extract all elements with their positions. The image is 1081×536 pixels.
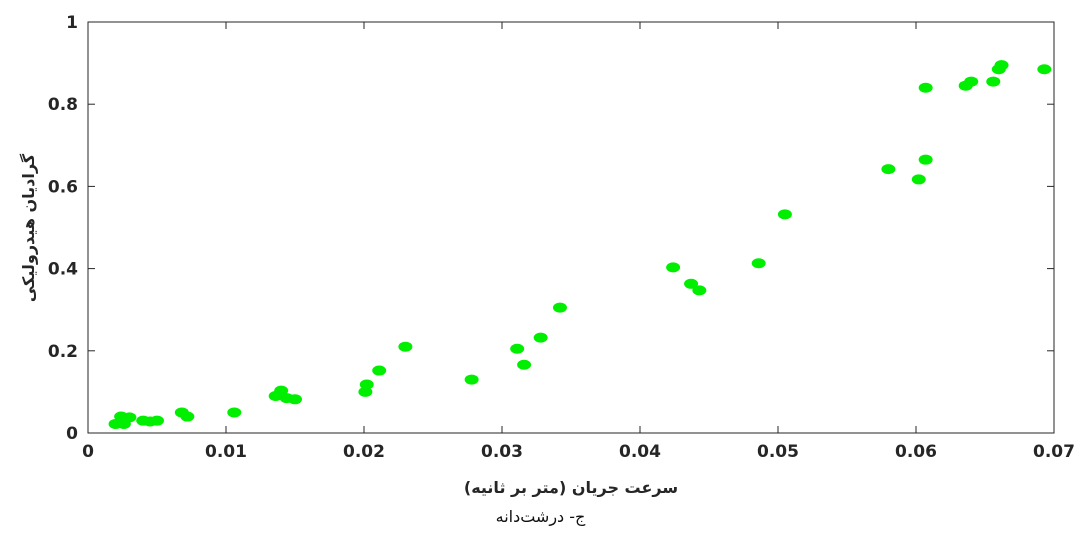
data-point <box>533 332 548 343</box>
data-point <box>994 60 1009 71</box>
data-point <box>751 258 766 269</box>
y-ticks: 0 0.2 0.4 0.6 0.8 1 <box>48 13 1054 444</box>
data-point <box>359 379 374 390</box>
data-point <box>881 164 896 175</box>
data-point <box>517 359 532 370</box>
y-tick-label: 0.6 <box>48 177 78 197</box>
data-point <box>358 386 373 397</box>
data-point <box>918 154 933 165</box>
figure-caption: ج- درشت‌دانه <box>495 507 586 526</box>
data-point <box>227 407 242 418</box>
data-point <box>986 76 1001 87</box>
x-tick-label: 0.02 <box>343 442 385 462</box>
x-tick-label: 0.05 <box>757 442 799 462</box>
data-point <box>464 374 479 385</box>
x-ticks: 0 0.01 0.02 0.03 0.04 0.05 0.06 0.07 <box>82 22 1075 462</box>
data-point <box>777 209 792 220</box>
y-tick-label: 0.4 <box>48 260 78 280</box>
data-point <box>150 415 164 426</box>
data-point <box>510 343 525 354</box>
scatter-chart: 0 0.01 0.02 0.03 0.04 0.05 0.06 0.07 0 0.2 0.4 0.6… <box>19 13 1075 497</box>
data-point <box>666 262 681 273</box>
data-point <box>1037 64 1052 75</box>
data-point <box>918 82 933 93</box>
data-point <box>552 302 567 313</box>
data-point <box>288 394 302 405</box>
x-tick-label: 0.06 <box>895 442 937 462</box>
y-tick-label: 0.8 <box>48 95 78 115</box>
x-tick-label: 0.03 <box>481 442 523 462</box>
y-tick-label: 1 <box>66 13 78 33</box>
data-points <box>108 60 1052 429</box>
data-point <box>398 341 413 352</box>
x-tick-label: 0 <box>82 442 94 462</box>
plot-area <box>87 21 1055 434</box>
data-point <box>274 385 289 396</box>
data-point <box>911 174 926 185</box>
y-tick-label: 0.2 <box>48 342 78 362</box>
x-tick-label: 0.01 <box>205 442 247 462</box>
data-point <box>692 285 707 296</box>
data-point <box>122 412 137 423</box>
x-axis-label: سرعت جریان (متر بر ثانیه) <box>464 478 678 497</box>
data-point <box>684 278 699 289</box>
data-point <box>180 411 195 422</box>
y-axis-label: گرادیان هیدرولیکی <box>19 153 38 302</box>
x-tick-label: 0.04 <box>619 442 661 462</box>
y-tick-label: 0 <box>66 424 78 444</box>
x-tick-label: 0.07 <box>1033 442 1075 462</box>
data-point <box>964 76 979 87</box>
data-point <box>372 365 387 376</box>
